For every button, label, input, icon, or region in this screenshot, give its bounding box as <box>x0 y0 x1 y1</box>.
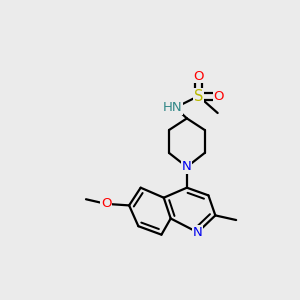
Text: O: O <box>193 70 204 83</box>
Text: HN: HN <box>163 101 183 114</box>
Text: N: N <box>182 160 192 173</box>
Text: N: N <box>193 226 202 239</box>
Text: O: O <box>213 90 224 103</box>
Text: O: O <box>101 197 111 210</box>
Text: S: S <box>194 88 203 104</box>
